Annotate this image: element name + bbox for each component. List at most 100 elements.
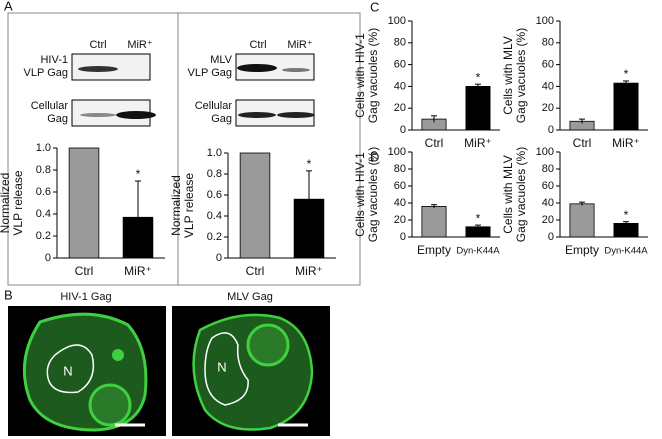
y-tick-label: 60 — [542, 59, 554, 71]
bar — [68, 147, 100, 259]
band — [238, 112, 276, 118]
y-tick-label: 100 — [536, 15, 554, 27]
y-tick-label: 100 — [388, 146, 406, 158]
y-axis-label: Cells with HIV-1 — [353, 152, 367, 237]
blot-label: VLP Gag — [188, 67, 232, 79]
y-axis-label: VLP release — [11, 170, 25, 235]
panel-label: B — [4, 287, 13, 302]
y-tick-label: 0.4 — [207, 210, 222, 222]
x-tick-label: Empty — [565, 243, 599, 257]
y-tick-label: 100 — [388, 15, 406, 27]
y-tick-label: 0 — [45, 252, 51, 264]
band — [237, 64, 277, 72]
y-axis-label: Gag vacuoles (%) — [366, 147, 380, 242]
y-tick-label: 80 — [394, 163, 406, 175]
bar — [569, 203, 595, 238]
lane-label: Ctrl — [249, 39, 266, 51]
significance-mark: * — [476, 70, 481, 84]
y-tick-label: 60 — [542, 180, 554, 192]
y-tick-label: 60 — [394, 180, 406, 192]
y-tick-label: 80 — [542, 163, 554, 175]
y-tick-label: 0.6 — [36, 186, 51, 198]
y-axis-label: Cells with HIV-1 — [353, 33, 367, 118]
x-tick-label: MiR⁺ — [612, 136, 640, 150]
bar — [613, 82, 639, 131]
y-tick-label: 20 — [394, 214, 406, 226]
y-tick-label: 80 — [394, 37, 406, 49]
blot-label: Cellular — [31, 100, 69, 112]
bar — [239, 152, 271, 259]
x-tick-label: MiR⁺ — [295, 264, 323, 278]
significance-mark: * — [307, 157, 312, 171]
x-tick-label: MiR⁺ — [124, 264, 152, 278]
y-tick-label: 0.8 — [36, 164, 51, 176]
significance-mark: * — [624, 208, 629, 222]
band — [282, 68, 310, 72]
y-tick-label: 0.2 — [207, 231, 222, 243]
x-tick-label: MiR⁺ — [464, 136, 492, 150]
y-tick-label: 0.8 — [207, 168, 222, 180]
panel-label: A — [4, 0, 13, 13]
y-axis-label: Normalized — [0, 173, 12, 234]
y-tick-label: 20 — [394, 102, 406, 114]
panel-label: C — [370, 0, 379, 14]
lane-label: MiR⁺ — [127, 39, 153, 51]
y-axis-label: Cells with MLV — [501, 36, 515, 114]
y-tick-label: 20 — [542, 102, 554, 114]
significance-mark: * — [624, 67, 629, 81]
bar — [613, 222, 639, 238]
y-tick-label: 80 — [542, 37, 554, 49]
significance-mark: * — [476, 211, 481, 225]
nucleus-outline — [204, 332, 249, 406]
y-tick-label: 20 — [542, 214, 554, 226]
blot-label: Cellular — [195, 100, 233, 112]
blot-label: MLV — [210, 54, 232, 66]
x-tick-label: Ctrl — [246, 264, 265, 278]
micrograph-title: MLV Gag — [227, 291, 273, 303]
y-tick-label: 40 — [542, 197, 554, 209]
y-tick-label: 0 — [400, 231, 406, 243]
y-tick-label: 100 — [536, 146, 554, 158]
y-axis-label: Gag vacuoles (%) — [366, 28, 380, 123]
y-tick-label: 0.4 — [36, 208, 51, 220]
y-axis-label: Gag vacuoles (%) — [514, 147, 528, 242]
y-tick-label: 0 — [548, 124, 554, 136]
y-axis-label: Cells with MLV — [501, 155, 515, 233]
vacuole — [246, 323, 290, 367]
bar — [421, 205, 447, 238]
vacuole — [88, 383, 132, 427]
x-tick-label: Ctrl — [75, 264, 94, 278]
bar — [465, 86, 491, 131]
y-axis-label: Gag vacuoles (%) — [514, 28, 528, 123]
y-tick-label: 40 — [394, 80, 406, 92]
vacuole — [112, 349, 124, 361]
y-tick-label: 40 — [542, 80, 554, 92]
band — [116, 111, 156, 119]
micrograph-title: HIV-1 Gag — [60, 291, 111, 303]
band — [78, 66, 118, 72]
nucleus-label: N — [63, 363, 72, 378]
y-tick-label: 1.0 — [207, 147, 222, 159]
lane-label: Ctrl — [89, 39, 106, 51]
nucleus-outline — [46, 344, 95, 394]
panel-frame — [7, 12, 361, 286]
panel-label: D — [370, 149, 379, 164]
band — [80, 113, 116, 117]
nucleus-label: N — [217, 359, 226, 374]
y-tick-label: 0 — [216, 252, 222, 264]
blot-label: Gag — [211, 113, 232, 125]
x-tick-label: Ctrl — [573, 136, 592, 150]
y-axis-label: Normalized — [169, 175, 183, 236]
y-axis-label: VLP release — [182, 173, 196, 238]
x-tick-label: Dyn-K44A — [604, 246, 648, 257]
y-tick-label: 0.6 — [207, 189, 222, 201]
y-tick-label: 1.0 — [36, 142, 51, 154]
x-tick-label: Ctrl — [425, 136, 444, 150]
lane-label: MiR⁺ — [287, 39, 313, 51]
band — [277, 112, 315, 118]
y-tick-label: 0 — [548, 231, 554, 243]
y-tick-label: 40 — [394, 197, 406, 209]
y-tick-label: 60 — [394, 59, 406, 71]
blot-label: Gag — [47, 113, 68, 125]
